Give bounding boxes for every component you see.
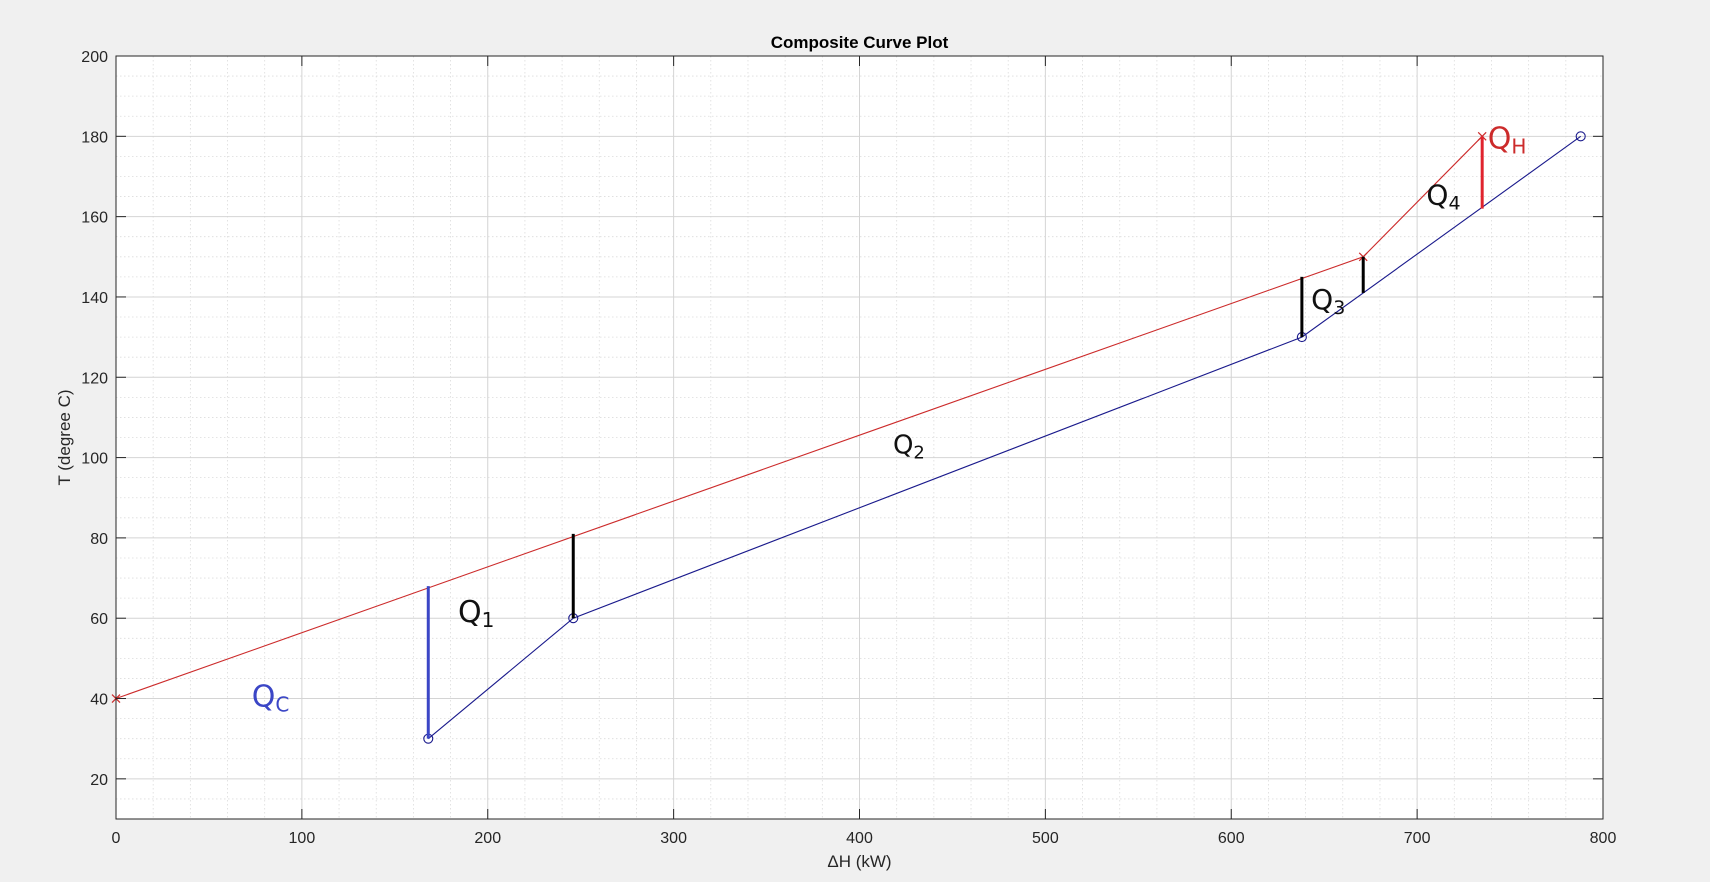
y-tick-label: 140 — [81, 290, 108, 307]
q1-annotation-main: Q — [458, 595, 482, 630]
qc-annotation-main: Q — [252, 680, 276, 715]
qh-annotation-subscript: H — [1511, 134, 1526, 158]
x-axis-label: ΔH (kW) — [827, 852, 891, 871]
x-tick-label: 400 — [846, 830, 873, 847]
x-tick-label: 500 — [1032, 830, 1059, 847]
q2-annotation-main: Q — [893, 431, 913, 461]
x-tick-label: 800 — [1590, 830, 1617, 847]
vertical-markers — [426, 136, 1484, 739]
tick-labels: 0 100 200 300 400 500 600 700 800 20 40 60 80 100 120 1… — [81, 49, 1616, 847]
qc-annotation-subscript: C — [275, 693, 289, 717]
q4-annotation-subscript: 4 — [1448, 193, 1460, 215]
y-tick-label: 20 — [90, 772, 108, 789]
y-tick-label: 160 — [81, 210, 108, 227]
x-tick-label: 200 — [474, 830, 501, 847]
y-tick-label: 100 — [81, 451, 108, 468]
q3-annotation-main: Q — [1311, 283, 1333, 316]
qh-annotation-main: Q — [1488, 121, 1512, 156]
y-tick-label: 80 — [90, 531, 108, 548]
y-tick-label: 40 — [90, 692, 108, 709]
q1-annotation-subscript: 1 — [482, 608, 495, 632]
q4-annotation: Q4 — [1426, 179, 1460, 215]
q1-annotation: Q1 — [458, 595, 494, 632]
y-tick-label: 60 — [90, 611, 108, 628]
y-axis-label: T (degree C) — [55, 389, 74, 485]
q4-annotation-main: Q — [1426, 179, 1448, 212]
qc-annotation: QC — [252, 680, 290, 717]
x-tick-label: 300 — [660, 830, 687, 847]
chart-title: Composite Curve Plot — [771, 33, 949, 52]
cold-composite-curve-line — [427, 135, 1582, 740]
x-tick-label: 600 — [1218, 830, 1245, 847]
x-tick-label: 100 — [289, 830, 316, 847]
qh-annotation: QH — [1488, 121, 1527, 158]
minor-grid — [116, 56, 1603, 820]
cold-curve-point — [1575, 131, 1586, 142]
q3-annotation-subscript: 3 — [1333, 297, 1345, 319]
axes — [115, 55, 1604, 820]
x-tick-label: 700 — [1404, 830, 1431, 847]
y-tick-label: 200 — [81, 49, 108, 66]
q3-annotation: Q3 — [1311, 283, 1345, 319]
x-tick-label: 0 — [112, 830, 121, 847]
q2-annotation: Q2 — [893, 431, 925, 464]
y-tick-label: 180 — [81, 129, 108, 146]
q2-annotation-subscript: 2 — [913, 443, 924, 464]
y-tick-label: 120 — [81, 370, 108, 387]
